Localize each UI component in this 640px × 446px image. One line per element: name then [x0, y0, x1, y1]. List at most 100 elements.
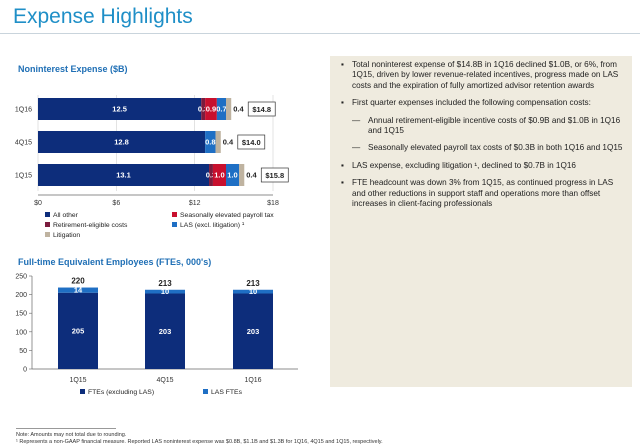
bullet-icon: ▪ [341, 178, 344, 188]
y-tick-label: 150 [15, 311, 27, 318]
legend-label: All other [53, 212, 78, 219]
segment-label: 12.5 [112, 105, 127, 114]
category-label: 4Q15 [156, 377, 173, 384]
y-tick-label: 250 [15, 274, 27, 281]
footnote-rounding: Note: Amounts may not total due to round… [16, 432, 127, 438]
total-label: 213 [246, 279, 260, 288]
segment-label: 205 [72, 326, 85, 335]
bar-segment [233, 293, 273, 369]
segment-label: 1.0 [214, 171, 224, 180]
category-label: 1Q15 [15, 173, 32, 180]
total-label: $14.0 [242, 138, 261, 147]
legend-label: LAS FTEs [211, 389, 242, 396]
legend-swatch [45, 222, 50, 227]
expense-legend-item-3: LAS (excl. litigation) ¹ [172, 222, 244, 229]
x-tick-label: $12 [189, 200, 201, 207]
legend-swatch [45, 212, 50, 217]
bullet-item: ▪ FTE headcount was down 3% from 1Q15, as… [338, 178, 626, 209]
legend-label: Litigation [53, 232, 81, 239]
segment-label: 14 [74, 286, 83, 295]
x-tick-label: $18 [267, 200, 279, 207]
bar-segment [233, 289, 273, 294]
legend-swatch [172, 222, 177, 227]
x-tick-label: $6 [112, 200, 120, 207]
fte-legend-item-0: FTEs (excluding LAS) [80, 389, 154, 396]
total-label: 213 [158, 279, 172, 288]
legend-swatch [203, 389, 208, 394]
commentary-bullets: ▪ Total noninterest expense of $14.8B in … [338, 60, 626, 216]
fte-chart-title: Full-time Equivalent Employees (FTEs, 00… [18, 257, 212, 267]
footer-divider [16, 428, 116, 429]
bar-segment [209, 164, 213, 186]
bar-segment [145, 293, 185, 369]
bar-segment [212, 164, 226, 186]
footnote-non-gaap: ¹ Represents a non-GAAP financial measur… [16, 439, 383, 445]
bullet-text: Annual retirement-eligible incentive cos… [368, 115, 621, 136]
segment-label: 10 [249, 287, 257, 296]
segment-label: 203 [247, 327, 260, 336]
bar-segment [145, 289, 185, 294]
total-box [237, 134, 266, 150]
legend-label: Seasonally elevated payroll tax [180, 212, 274, 219]
y-tick-label: 100 [15, 329, 27, 336]
segment-label: 0.4 [233, 105, 244, 114]
category-label: 1Q15 [69, 377, 86, 384]
bar-segment [201, 98, 206, 120]
y-tick-label: 0 [23, 367, 27, 374]
total-label: $15.8 [265, 171, 284, 180]
category-label: 4Q15 [15, 140, 32, 147]
segment-label: 0.8 [205, 138, 215, 147]
bar-segment [226, 164, 240, 186]
segment-label: 203 [159, 327, 172, 336]
sub-bullet-item: — Annual retirement-eligible incentive co… [338, 116, 626, 137]
bar-segment [205, 98, 217, 120]
footnotes: Note: Amounts may not total due to round… [16, 432, 383, 446]
bullet-item: ▪ LAS expense, excluding litigation ¹, de… [338, 161, 626, 171]
bullet-text: Total noninterest expense of $14.8B in 1… [352, 60, 619, 90]
segment-label: 0.3 [206, 171, 216, 180]
title-divider [0, 33, 640, 34]
bar-segment [58, 287, 98, 293]
bar-segment [239, 164, 245, 186]
y-tick-label: 200 [15, 292, 27, 299]
bullet-icon: ▪ [341, 98, 344, 108]
bullet-item: ▪ Total noninterest expense of $14.8B in … [338, 60, 626, 91]
dash-icon: — [352, 143, 361, 153]
bar-segment [58, 292, 98, 369]
segment-label: 1.0 [227, 171, 237, 180]
category-label: 1Q16 [244, 377, 261, 384]
legend-swatch [172, 212, 177, 217]
expense-legend-item-0: All other [45, 212, 78, 219]
dash-icon: — [352, 115, 361, 125]
legend-label: Retirement-eligible costs [53, 222, 128, 229]
noninterest-expense-title: Noninterest Expense ($B) [18, 64, 128, 74]
bar-segment [38, 131, 206, 153]
segment-label: 0.9 [206, 105, 216, 114]
segment-label: 0.3 [198, 105, 208, 114]
segment-label: 0.4 [246, 171, 257, 180]
bar-segment [215, 131, 221, 153]
bullet-text: Seasonally elevated payroll tax costs of… [368, 143, 623, 153]
category-label: 1Q16 [15, 107, 32, 114]
segment-label: 0.4 [223, 138, 234, 147]
bar-segment [205, 131, 216, 153]
total-box [247, 101, 276, 117]
bullet-icon: ▪ [341, 60, 344, 69]
segment-label: 12.8 [114, 138, 129, 147]
bar-segment [216, 98, 226, 120]
total-box [260, 167, 289, 183]
commentary-panel [330, 56, 632, 387]
total-label: 220 [71, 277, 85, 286]
sub-bullet-item: — Seasonally elevated payroll tax costs o… [338, 143, 626, 153]
page-title: Expense Highlights [13, 5, 193, 28]
legend-label: FTEs (excluding LAS) [88, 389, 155, 396]
bullet-text: First quarter expenses included the foll… [352, 98, 591, 108]
fte-legend-item-1: LAS FTEs [203, 389, 242, 396]
bar-segment [38, 98, 202, 120]
legend-swatch [80, 389, 85, 394]
segment-label: 10 [161, 287, 169, 296]
expense-legend-item-2: Seasonally elevated payroll tax [172, 212, 274, 219]
y-tick-label: 50 [19, 348, 27, 355]
